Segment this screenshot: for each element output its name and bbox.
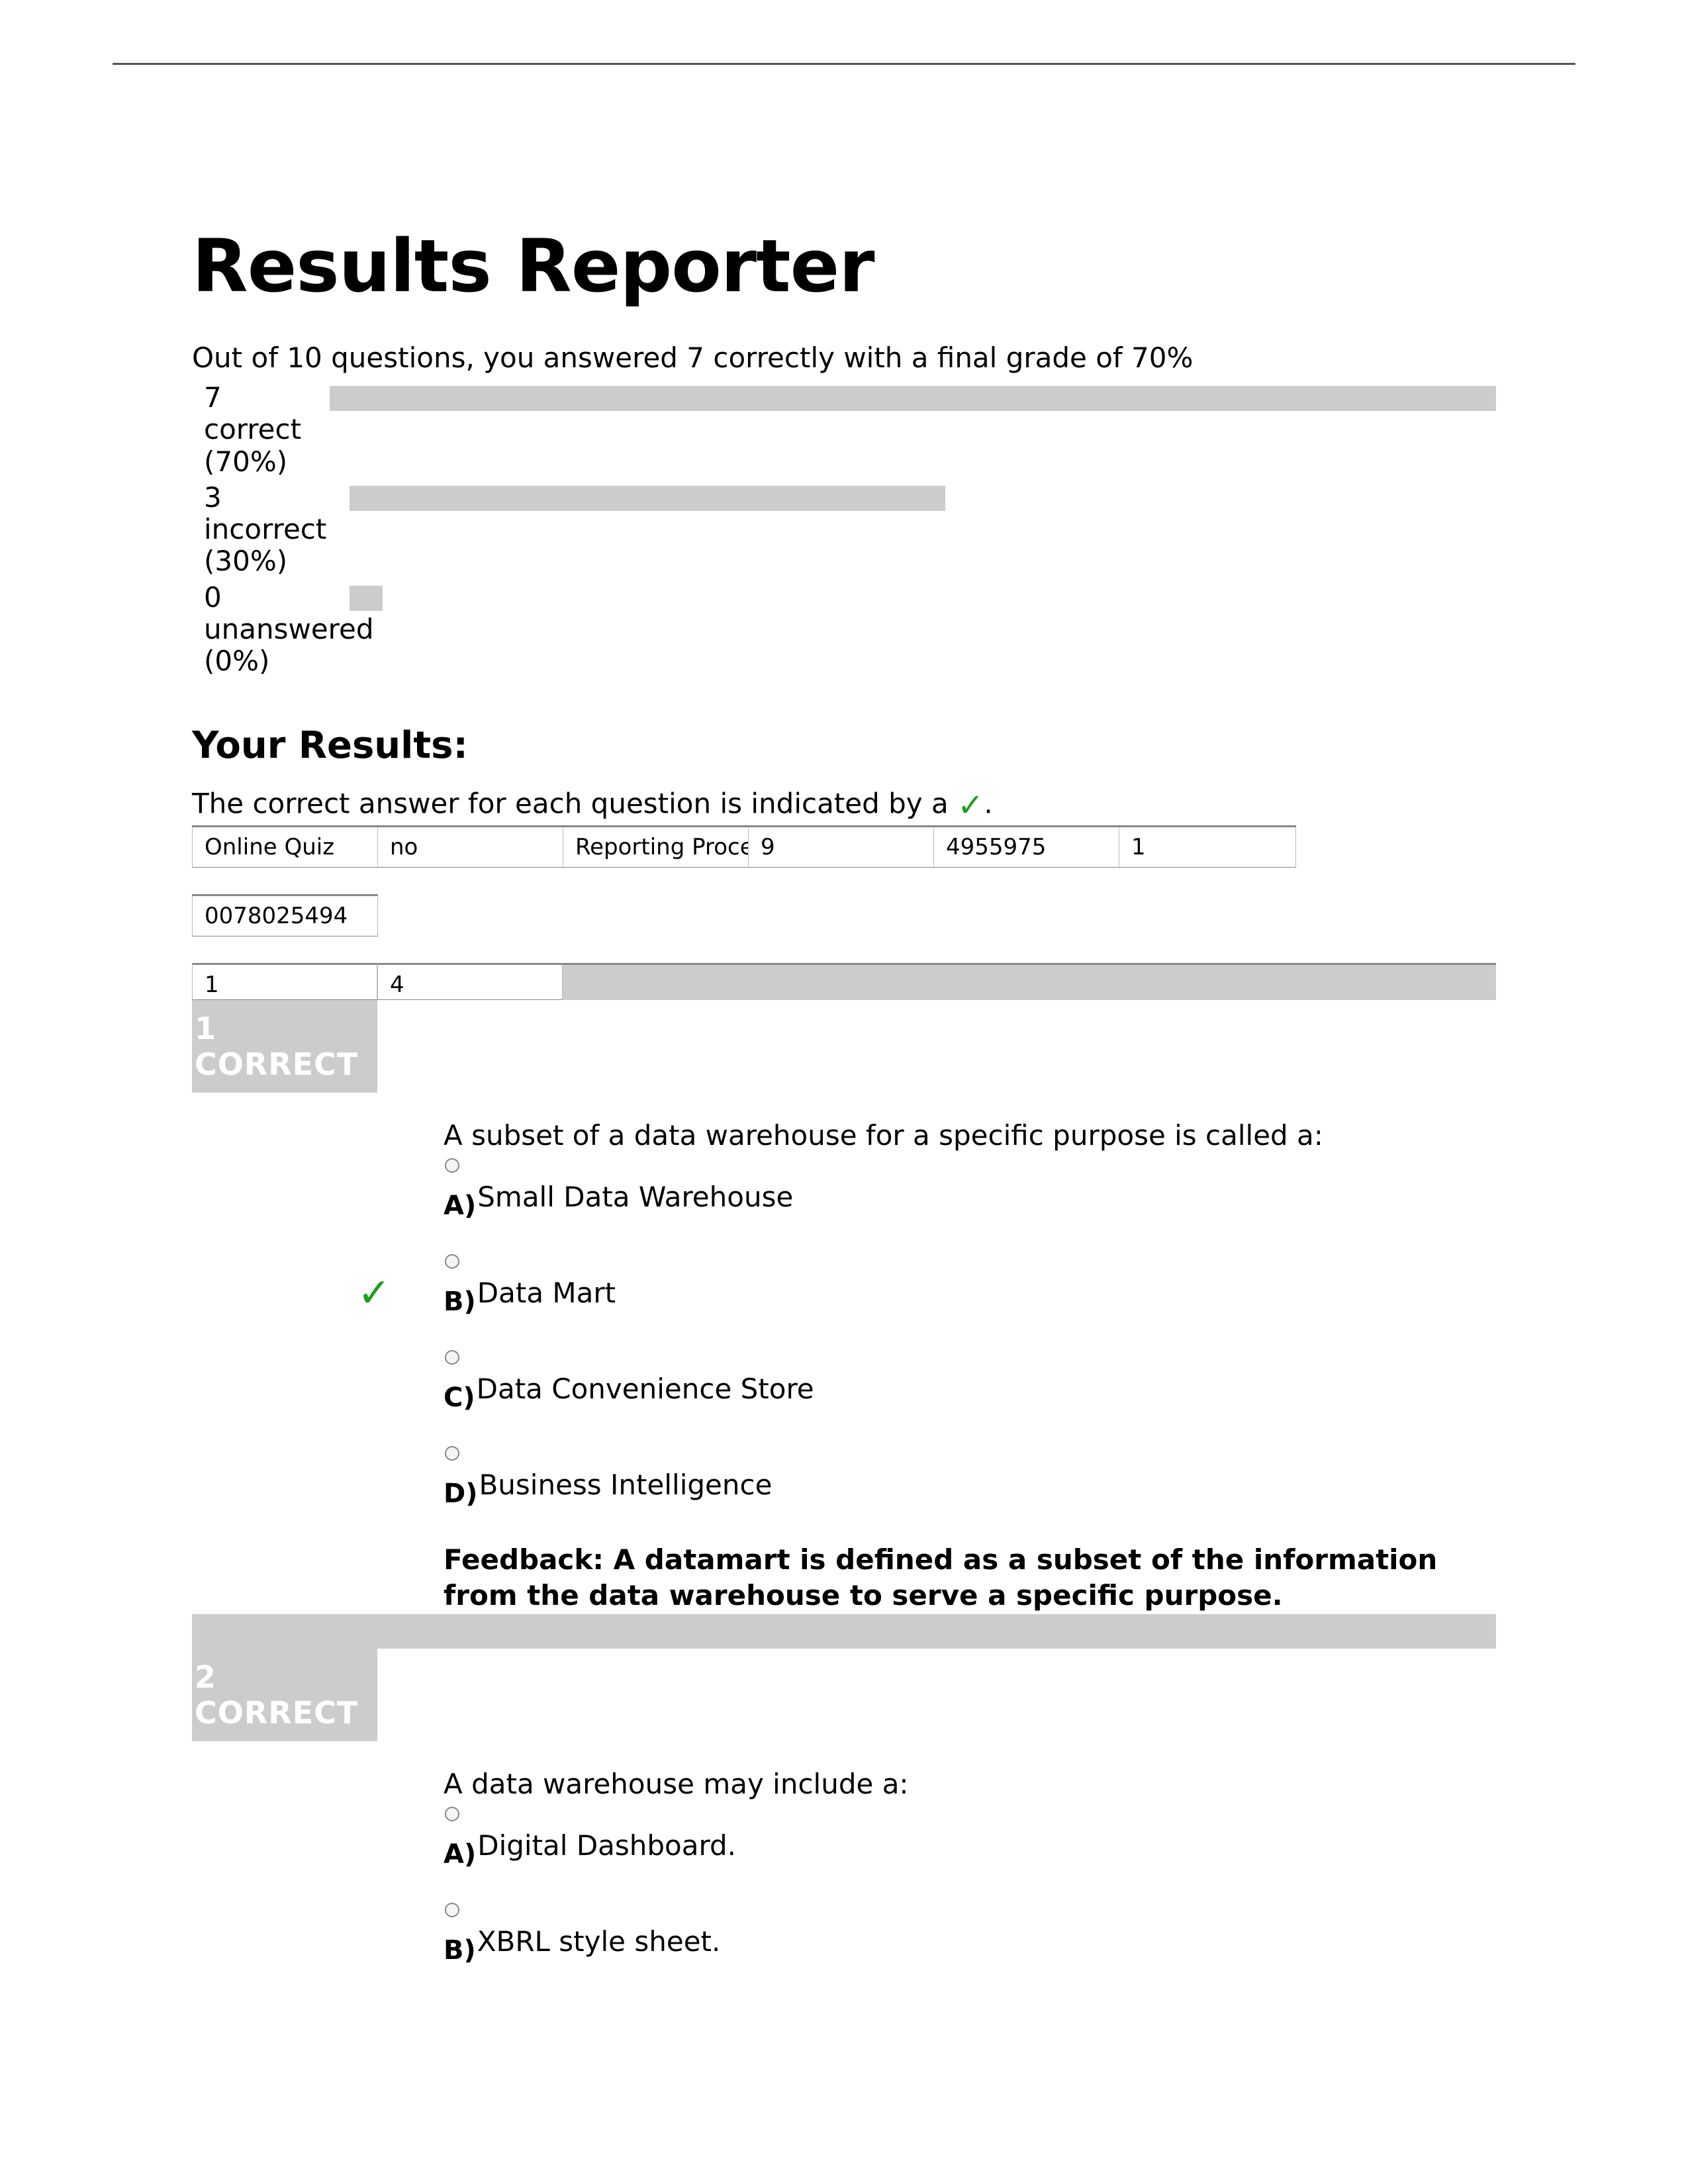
answer-option: C)Data Convenience Store	[444, 1350, 1496, 1413]
answer-option: D)Business Intelligence	[444, 1446, 1496, 1509]
option-text: Data Mart	[477, 1277, 616, 1317]
score-bars: 7 correct (70%)3 incorrect (30%)0 unansw…	[204, 382, 1496, 678]
option-text: XBRL style sheet.	[477, 1925, 721, 1966]
bar-label: 3 incorrect (30%)	[204, 482, 350, 578]
question-right-col: A data warehouse may include a: A)Digital…	[444, 1741, 1496, 1999]
meta-cell: no	[378, 826, 563, 867]
question-left-col	[192, 1741, 444, 1999]
meta-table-1: Online QuiznoReporting Process949559751	[192, 825, 1296, 868]
question-header-filler	[563, 963, 1496, 1000]
check-icon: ✓	[957, 787, 984, 824]
indicator-line: The correct answer for each question is …	[192, 787, 1496, 824]
bar-row: 7 correct (70%)	[204, 382, 1496, 478]
meta-tables: Online QuiznoReporting Process949559751 …	[192, 825, 1496, 936]
bar-fill	[350, 486, 945, 511]
option-letter: B)	[444, 1277, 476, 1317]
radio-icon[interactable]	[445, 1446, 459, 1461]
meta-cell: 9	[749, 826, 934, 867]
question-status-badge: 2 CORRECT	[192, 1649, 377, 1741]
meta-cell: Online Quiz	[193, 826, 378, 867]
meta-cell: 1	[1119, 826, 1296, 867]
radio-icon[interactable]	[445, 1254, 459, 1269]
questions-container: 141 CORRECT A subset of a data warehouse …	[192, 963, 1496, 1999]
bar-row: 0 unanswered (0%)	[204, 582, 1496, 678]
question-left-col	[192, 1093, 444, 1614]
option-letter: D)	[444, 1469, 477, 1509]
option-text: Data Convenience Store	[477, 1373, 814, 1413]
answer-option: A)Digital Dashboard.	[444, 1807, 1496, 1870]
radio-icon[interactable]	[445, 1350, 459, 1365]
question-header-cell: 1	[192, 963, 377, 1000]
indicator-suffix: .	[984, 787, 992, 819]
question-block: 141 CORRECT A subset of a data warehouse …	[192, 963, 1496, 1614]
your-results-heading: Your Results:	[192, 724, 1496, 767]
top-rule	[113, 63, 1575, 65]
meta-cell: 4955975	[934, 826, 1119, 867]
answer-option: B)XBRL style sheet.	[444, 1903, 1496, 1966]
option-text: Small Data Warehouse	[477, 1181, 793, 1221]
check-icon: ✓	[357, 1270, 391, 1316]
indicator-prefix: The correct answer for each question is …	[192, 787, 957, 819]
option-text: Digital Dashboard.	[477, 1829, 736, 1870]
radio-icon[interactable]	[445, 1158, 459, 1173]
question-text: A subset of a data warehouse for a speci…	[444, 1119, 1496, 1152]
radio-icon[interactable]	[445, 1903, 459, 1917]
page-title: Results Reporter	[192, 224, 1496, 308]
meta-cell: 0078025494	[193, 895, 378, 936]
option-letter: B)	[444, 1926, 476, 1966]
question-text: A data warehouse may include a:	[444, 1768, 1496, 1800]
radio-icon[interactable]	[445, 1807, 459, 1821]
meta-cell: Reporting Process	[563, 826, 749, 867]
bar-label: 7 correct (70%)	[204, 382, 330, 478]
meta-table-2: 0078025494	[192, 894, 378, 936]
answer-option: A)Small Data Warehouse	[444, 1158, 1496, 1221]
question-header-cell: 4	[377, 963, 563, 1000]
option-letter: A)	[444, 1830, 476, 1870]
question-separator	[192, 1614, 1496, 1649]
option-text: Business Intelligence	[479, 1469, 772, 1509]
question-right-col: A subset of a data warehouse for a speci…	[444, 1093, 1496, 1614]
summary-text: Out of 10 questions, you answered 7 corr…	[192, 341, 1496, 374]
answer-option: ✓B)Data Mart	[444, 1254, 1496, 1317]
question-header-row: 14	[192, 963, 1496, 1000]
bar-label: 0 unanswered (0%)	[204, 582, 350, 678]
option-letter: C)	[444, 1373, 475, 1413]
bar-fill	[330, 386, 1496, 411]
feedback-text: Feedback: A datamart is defined as a sub…	[444, 1542, 1496, 1614]
option-letter: A)	[444, 1181, 476, 1221]
bar-fill	[350, 586, 383, 611]
question-status-badge: 1 CORRECT	[192, 1000, 377, 1093]
question-block: 2 CORRECT A data warehouse may include a:…	[192, 1614, 1496, 1999]
bar-row: 3 incorrect (30%)	[204, 482, 1496, 578]
